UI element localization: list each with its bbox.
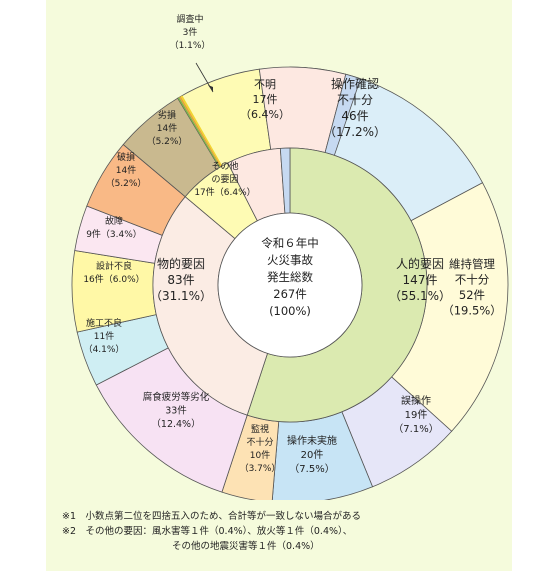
footnotes: ※1 小数点第二位を四捨五入のため、合計等が一致しない場合がある ※2 その他の… [62,509,532,554]
label-chousa: （1.1%） [170,40,211,51]
label-hason: 破損 [117,151,135,163]
label-jinteki: （55.1%） [389,289,451,303]
center-label-line: (100%) [269,304,311,318]
label-fumei: 17件 [253,93,278,106]
label-sousa_kakunin: 不十分 [337,93,373,107]
label-sousa_kakunin: 46件 [341,109,368,123]
label-koshou: 9件（3.4%） [86,228,142,240]
label-gosousa: 19件 [405,409,428,421]
label-gosousa: （7.1%） [393,423,438,435]
center-label-line: 令和６年中 [261,236,319,250]
label-sousa_kakunin: 操作確認 [331,76,379,91]
label-sekou: （4.1%） [84,344,125,355]
label-fushoku: （12.4%） [151,418,200,430]
label-iji: 52件 [459,288,485,302]
center-label-line: 火災事故 [267,253,313,267]
label-misoukai: 20件 [301,449,324,461]
label-jinteki: 人的要因 [396,256,444,271]
label-retsuson: 14件 [157,122,177,134]
label-iji: 不十分 [455,273,490,287]
label-retsuson: （5.2%） [147,136,188,147]
label-hason: （5.2%） [106,178,147,189]
label-chousa: 調査中 [176,13,203,25]
label-sonota: その他 [211,160,238,172]
label-misoukai: （7.5%） [289,463,334,475]
label-kanshi: 監視 [251,423,269,435]
label-hason: 14件 [116,164,136,176]
label-sekkei: 設計不良 [96,260,132,272]
label-jinteki: 147件 [403,273,438,287]
footnote-3: その他の地震災害等１件（0.4%） [172,541,320,552]
label-kanshi: 不十分 [246,436,273,448]
label-fumei: （6.4%） [240,108,290,121]
center-label-line: 267件 [273,287,306,301]
label-retsuson: 劣損 [158,109,176,121]
other-cause-strip-0 [177,97,221,168]
footnote-1: ※1 小数点第二位を四捨五入のため、合計等が一致しない場合がある [62,511,362,522]
label-iji: （19.5%） [442,304,502,318]
label-fushoku: 33件 [165,405,187,417]
footnote-2: ※2 その他の要因：風水害等１件（0.4%）、放火等１件（0.4%）、 [62,526,353,537]
label-sonota: 17件（6.4%） [194,186,255,198]
center-circle [217,212,363,358]
label-sekou: 施工不良 [86,317,122,329]
label-misoukai: 操作未実施 [287,434,337,447]
label-butteki: 物的要因 [157,256,205,271]
label-butteki: 83件 [167,273,194,287]
chousa-leader-arrow [208,85,213,92]
center-label-line: 発生総数 [267,270,313,284]
label-fumei: 不明 [254,78,276,91]
label-chousa: 3件 [183,26,198,38]
label-fushoku: 腐食疲労等劣化 [143,391,210,403]
label-koshou: 故障 [105,215,123,227]
label-kanshi: 10件 [250,449,270,461]
label-sekou: 11件 [94,330,114,342]
other-cause-strip-2 [180,95,223,167]
label-iji: 維持管理 [449,257,495,271]
label-sousa_kakunin: （17.2%） [324,125,386,139]
label-sonota: の要因 [211,174,238,185]
label-sekkei: 16件（6.0%） [83,273,144,285]
other-cause-strip-1 [179,96,222,168]
label-kanshi: （3.7%） [240,463,281,474]
label-gosousa: 誤操作 [401,394,431,407]
label-butteki: （31.1%） [150,289,212,303]
